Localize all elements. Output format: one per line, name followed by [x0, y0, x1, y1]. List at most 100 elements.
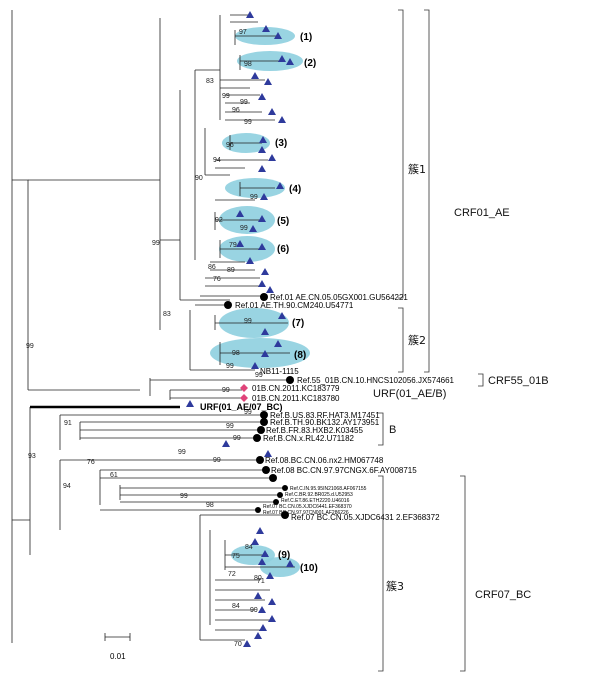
- bootstrap-label: 96: [226, 142, 234, 149]
- bootstrap-label: 99: [240, 99, 248, 106]
- bootstrap-label: 92: [215, 217, 223, 224]
- bootstrap-label: 99: [244, 119, 252, 126]
- ref-label: 01B.CN.2011.KC183779: [252, 384, 340, 393]
- cluster-label-4: (4): [289, 184, 301, 195]
- bootstrap-label: 83: [206, 78, 214, 85]
- bootstrap-label: 91: [64, 420, 72, 427]
- bootstrap-label: 99: [152, 240, 160, 247]
- ref-label: Ref.C.ET.86.ETH2220.U46016: [281, 498, 350, 504]
- bracket-sub1: [398, 9, 404, 299]
- bootstrap-label: 96: [232, 107, 240, 114]
- group-label-crf07: CRF07_BC: [475, 589, 531, 601]
- group-labels: 簇1 簇2 簇3 CRF01_AE CRF55_01B URF(01_AE/B)…: [373, 162, 549, 601]
- bootstrap-label: 75: [232, 553, 240, 560]
- tree-branches: [11, 10, 295, 643]
- ref-label: Ref.01 AE.TH.90.CM240.U54771: [235, 301, 354, 310]
- cluster-label-5: (5): [277, 216, 289, 227]
- bootstrap-label: 99: [178, 449, 186, 456]
- scale-label: 0.01: [110, 652, 126, 661]
- bracket-sub2: [398, 307, 404, 373]
- bootstrap-label: 84: [245, 544, 253, 551]
- cluster-label-3: (3): [275, 138, 287, 149]
- bootstrap-label: 99: [180, 493, 188, 500]
- cluster-label-1: (1): [300, 32, 312, 43]
- bootstrap-label: 70: [234, 641, 242, 648]
- cluster-label-8: (8): [294, 350, 306, 361]
- group-brackets: [378, 9, 484, 672]
- cluster-label-9: (9): [278, 550, 290, 561]
- group-label-crf55: CRF55_01B: [488, 375, 549, 387]
- ref-label: Ref.B.CN.x.RL42.U71182: [263, 434, 355, 443]
- group-label-b: B: [389, 424, 396, 436]
- bootstrap-label: 71: [257, 578, 265, 585]
- ref-label: Ref.B.US.83.RF.HAT3.M17451: [270, 411, 380, 420]
- bootstrap-label: 93: [28, 453, 36, 460]
- bootstrap-label: 99: [255, 372, 263, 379]
- bootstrap-label: 99: [244, 318, 252, 325]
- cluster-label-10: (10): [300, 563, 318, 574]
- ref-label: Ref.01 AE.CN.05.05GX001.GU564221: [270, 293, 408, 302]
- bootstrap-label: 99: [222, 387, 230, 394]
- bootstrap-label: 98: [206, 502, 214, 509]
- bracket-sub3: [378, 475, 384, 672]
- bootstrap-label: 98: [232, 350, 240, 357]
- cluster-labels: (1) (2) (3) (4) (5) (6) (7) (8) (9) (10): [275, 32, 318, 574]
- diamond-markers: [240, 384, 248, 402]
- bootstrap-values: 97 98 83 99 99 96 99 94 90 96 99 92 99 7…: [26, 29, 265, 648]
- ref-label: Ref.08 BC.CN.97.97CNGX.6F.AY008715: [271, 466, 417, 475]
- triangle-markers: [186, 11, 294, 647]
- bootstrap-label: 99: [26, 343, 34, 350]
- bootstrap-label: 97: [239, 29, 247, 36]
- ref-label: Ref.08.BC.CN.06.nx2.HM067748: [265, 456, 384, 465]
- ref-label: Ref.55_01B.CN.10.HNCS102056.JX574661: [297, 376, 455, 385]
- bootstrap-label: 83: [163, 311, 171, 318]
- ref-label: NB11-1115: [260, 367, 299, 376]
- bootstrap-label: 99: [213, 457, 221, 464]
- bracket-crf55: [478, 373, 484, 387]
- bootstrap-label: 99: [250, 194, 258, 201]
- bootstrap-label: 79: [229, 242, 237, 249]
- cluster-label-6: (6): [277, 244, 289, 255]
- bootstrap-label: 61: [110, 472, 118, 479]
- bootstrap-label: 86: [208, 264, 216, 271]
- bootstrap-label: 76: [213, 276, 221, 283]
- ref-label: Ref.B.TH.90.BK132.AY173951: [270, 418, 380, 427]
- bootstrap-label: 99: [250, 607, 258, 614]
- ref-label: Ref.07 BC.CN.97.97CN001.AF286226: [263, 510, 349, 516]
- bootstrap-label: 99: [222, 93, 230, 100]
- circle-markers: [224, 293, 294, 519]
- bootstrap-label: 76: [87, 459, 95, 466]
- ref-label: 01B.CN.2011.KC183780: [252, 394, 340, 403]
- bootstrap-label: 94: [213, 157, 221, 164]
- bootstrap-label: 72: [228, 571, 236, 578]
- bootstrap-label: 99: [240, 225, 248, 232]
- ref-label: Ref.C.BR.92.BR025.d.U52953: [285, 492, 353, 498]
- bootstrap-label: 99: [226, 423, 234, 430]
- ref-label: Ref.B.FR.83.HXB2.K03455: [266, 426, 363, 435]
- reference-labels: Ref.01 AE.CN.05.05GX001.GU564221 Ref.01 …: [200, 293, 455, 522]
- ref-label: Ref.C.IN.95.95IN21068.AF067155: [290, 486, 367, 492]
- bracket-b: [378, 412, 384, 446]
- ref-label: Ref.07 BC.CN.05.XJDC6431 2.EF368372: [291, 513, 440, 522]
- group-label-urf-ab: URF(01_AE/B): [373, 388, 446, 400]
- ref-label-urf-bc: URF(01_AE/07_BC): [200, 402, 283, 412]
- bootstrap-label: 99: [244, 409, 252, 416]
- group-label-sub3: 簇3: [386, 579, 404, 593]
- scale-bar: 0.01: [104, 633, 131, 661]
- group-label-sub1: 簇1: [408, 162, 426, 176]
- cluster-label-7: (7): [292, 318, 304, 329]
- bootstrap-label: 80: [254, 575, 262, 582]
- bootstrap-label: 99: [233, 435, 241, 442]
- group-label-crf01: CRF01_AE: [454, 207, 510, 219]
- bracket-crf07: [460, 475, 466, 672]
- bootstrap-label: 99: [226, 363, 234, 370]
- bootstrap-label: 98: [244, 61, 252, 68]
- bootstrap-label: 84: [232, 603, 240, 610]
- bootstrap-label: 94: [63, 483, 71, 490]
- bootstrap-label: 90: [195, 175, 203, 182]
- ref-label: Ref.07 BC.CN.05.XJDC6441.EF368370: [263, 504, 352, 510]
- group-label-sub2: 簇2: [408, 333, 426, 347]
- bootstrap-label: 89: [227, 267, 235, 274]
- cluster-label-2: (2): [304, 58, 316, 69]
